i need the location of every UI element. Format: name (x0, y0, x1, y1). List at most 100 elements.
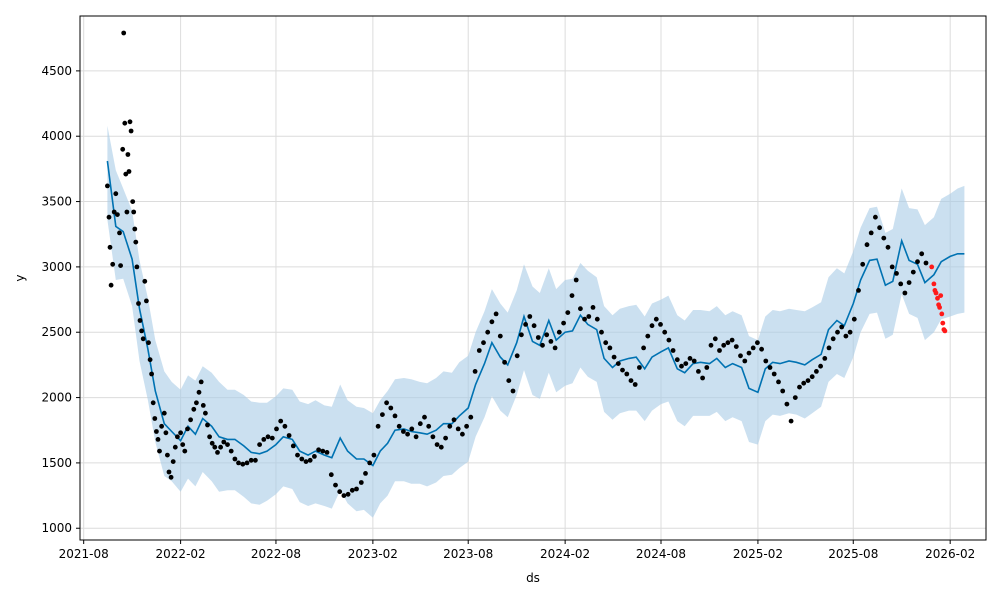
observed-point (166, 469, 172, 475)
observed-point (628, 378, 634, 383)
observed-point (117, 230, 122, 236)
observed-point (565, 310, 571, 315)
observed-point (885, 244, 891, 250)
observed-point (140, 336, 146, 342)
observed-point (877, 225, 882, 231)
observed-point (527, 314, 533, 319)
observed-point (422, 414, 427, 420)
observed-point (409, 426, 415, 432)
observed-point (708, 342, 714, 348)
observed-point (105, 183, 110, 189)
observed-point (328, 472, 334, 478)
observed-point (780, 388, 786, 394)
observed-point (906, 280, 912, 285)
observed-point (413, 434, 419, 440)
observed-point (380, 412, 385, 417)
observed-point (333, 482, 338, 488)
observed-point (198, 379, 204, 385)
y-tick-label: 2000 (41, 391, 72, 405)
observed-point (603, 340, 609, 346)
observed-point (131, 209, 137, 215)
observed-point (159, 423, 165, 429)
observed-point (126, 169, 132, 174)
observed-point (489, 319, 495, 325)
observed-point (265, 434, 271, 440)
observed-point (535, 335, 541, 340)
observed-point (649, 323, 655, 329)
observed-point (165, 452, 170, 458)
observed-point (375, 423, 381, 429)
observed-point (851, 316, 857, 322)
observed-point (569, 293, 575, 298)
observed-point (641, 345, 646, 351)
observed-point (282, 423, 288, 429)
observed-point (670, 348, 676, 353)
observed-point (106, 214, 112, 220)
observed-point (594, 316, 600, 322)
observed-point (269, 435, 275, 441)
observed-point (599, 329, 604, 335)
test-point (931, 281, 937, 287)
observed-point (136, 301, 141, 306)
observed-point (696, 369, 701, 374)
observed-point (485, 329, 491, 335)
observed-point (120, 146, 126, 152)
observed-point (624, 371, 630, 377)
observed-point (123, 171, 129, 177)
observed-point (733, 344, 739, 349)
observed-point (363, 471, 368, 476)
x-tick-label: 2024-02 (540, 547, 590, 561)
observed-point (200, 403, 206, 408)
observed-point (755, 340, 760, 346)
observed-point (207, 434, 213, 440)
observed-point (228, 448, 234, 454)
observed-point (658, 322, 663, 327)
observed-point (586, 314, 592, 319)
observed-point (721, 342, 727, 348)
observed-point (244, 460, 250, 466)
observed-point (401, 429, 406, 434)
observed-point (240, 461, 246, 467)
observed-point (396, 423, 402, 429)
x-axis-ticks: 2021-08 2022-02 2022-08 2023-02 2023-08 2024-… (59, 540, 975, 561)
observed-point (835, 329, 840, 335)
observed-point (738, 353, 743, 359)
test-point (935, 295, 940, 301)
observed-point (514, 353, 520, 359)
observed-point (847, 329, 853, 335)
observed-point (792, 395, 798, 400)
observed-point (286, 433, 292, 438)
observed-point (666, 337, 672, 343)
observed-point (161, 410, 167, 416)
observed-point (175, 434, 180, 440)
observed-point (236, 460, 241, 466)
observed-point (645, 333, 651, 339)
observed-point (438, 444, 444, 450)
observed-point (337, 489, 343, 495)
observed-point (523, 322, 528, 327)
observed-point (137, 318, 143, 323)
observed-point (178, 430, 184, 436)
x-tick-label: 2021-08 (59, 547, 109, 561)
observed-point (455, 426, 461, 432)
observed-point (767, 365, 773, 370)
observed-point (679, 363, 684, 369)
y-tick-label: 4500 (41, 64, 72, 78)
observed-point (417, 421, 423, 427)
observed-point (868, 230, 874, 236)
observed-point (150, 400, 156, 406)
observed-point (299, 456, 305, 462)
observed-point (814, 369, 819, 374)
observed-point (155, 437, 161, 442)
observed-point (632, 382, 638, 387)
observed-point (110, 261, 116, 267)
observed-point (163, 430, 169, 436)
observed-point (476, 348, 482, 353)
observed-point (172, 444, 178, 450)
observed-point (544, 332, 550, 338)
observed-point (248, 457, 254, 463)
y-axis-ticks: 1000 1500 2000 2500 3000 3500 4000 4500 (41, 64, 80, 535)
observed-point (434, 442, 440, 447)
observed-point (130, 199, 136, 205)
observed-point (771, 371, 777, 377)
